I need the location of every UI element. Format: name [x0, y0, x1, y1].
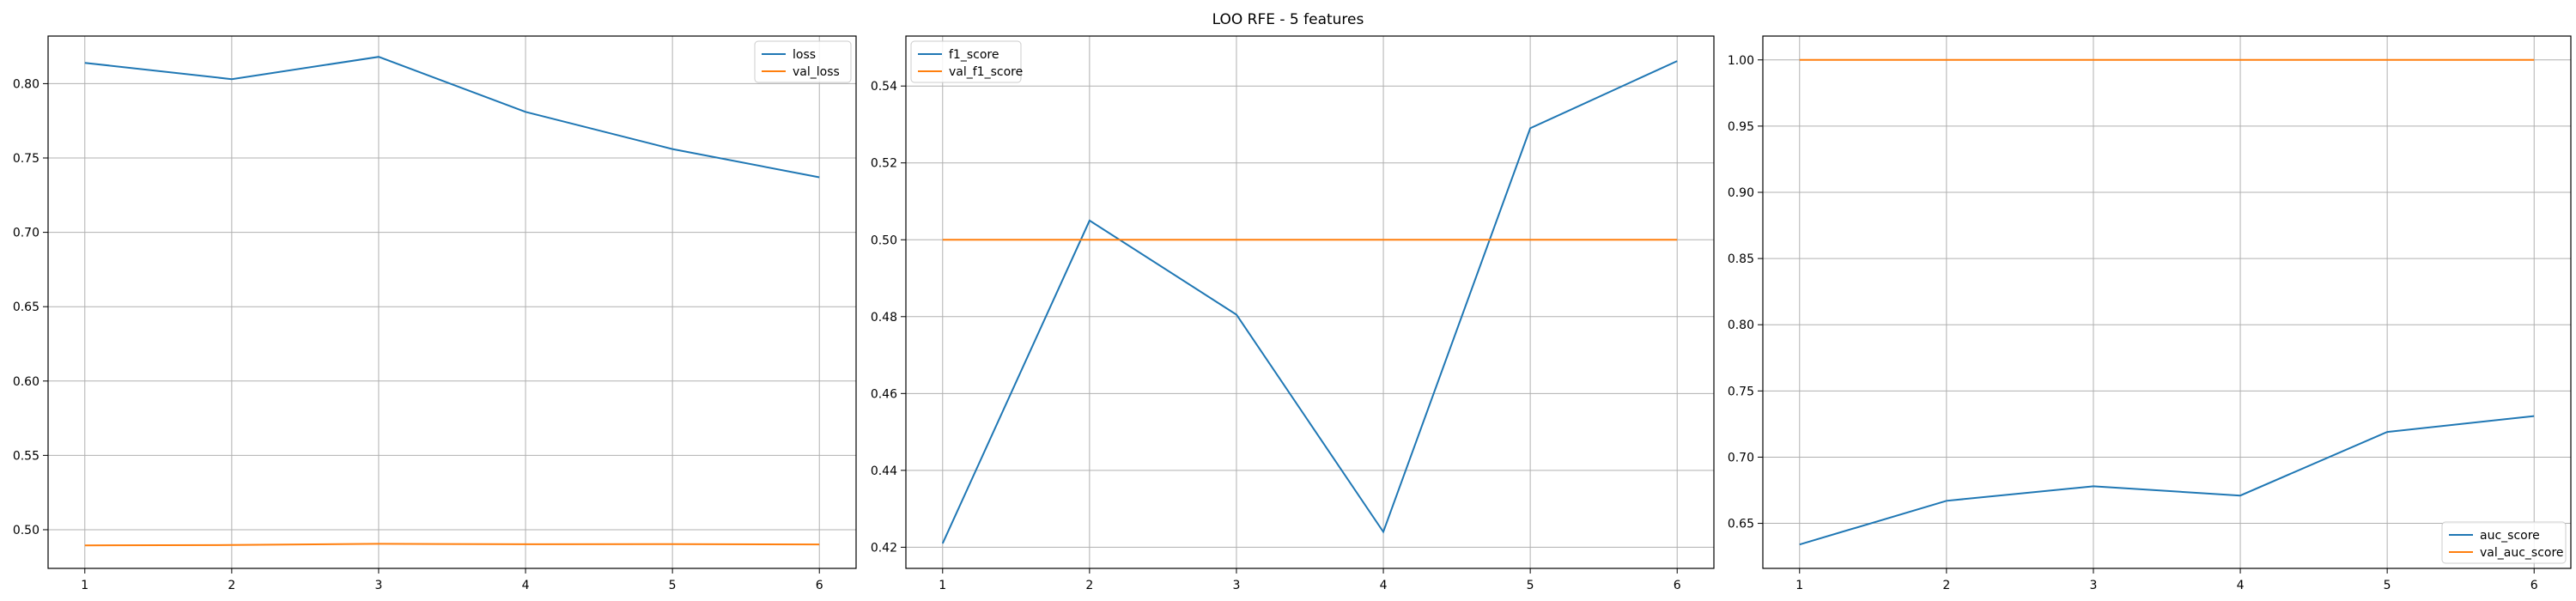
- x-tick-label: 3: [374, 579, 382, 592]
- x-tick-label: 1: [1795, 579, 1803, 592]
- legend-label: val_loss: [793, 65, 840, 79]
- y-tick-label: 0.85: [1728, 252, 1754, 266]
- series-line-f1_score: [941, 60, 1678, 544]
- x-tick-label: 3: [2089, 579, 2097, 592]
- y-tick-label: 0.80: [1728, 319, 1754, 332]
- y-tick-label: 0.75: [1728, 385, 1754, 398]
- x-tick-label: 1: [939, 579, 946, 592]
- grid: [906, 36, 1714, 568]
- y-tick-label: 0.48: [871, 311, 897, 325]
- legend-label: loss: [793, 48, 816, 62]
- x-tick-label: 5: [1527, 579, 1534, 592]
- x-tick-label: 2: [228, 579, 235, 592]
- x-tick-label: 5: [2384, 579, 2391, 592]
- subplot-3: 1 2 3 4 5 6 0.65 0.70 0.75 0.80 0.85 0.90 0.95 1.00 au…: [1728, 35, 2572, 592]
- series-line-auc_score: [1799, 415, 2535, 546]
- axes-frame: [47, 35, 857, 569]
- y-tick-label: 0.60: [13, 375, 39, 389]
- y-tick-label: 0.50: [871, 234, 897, 247]
- legend-label: auc_score: [2480, 529, 2540, 543]
- y-tick-label: 0.65: [1728, 518, 1754, 531]
- x-tick-label: 5: [669, 579, 677, 592]
- x-tick-label: 4: [522, 579, 530, 592]
- x-tick-label: 1: [81, 579, 88, 592]
- y-tick-label: 0.95: [1728, 120, 1754, 134]
- y-tick-label: 0.65: [13, 300, 39, 314]
- subplots: 1 2 3 4 5 6 0.50 0.55 0.60 0.65 0.70 0.75 0.80 loss va…: [13, 35, 2572, 592]
- y-tick-label: 0.80: [13, 77, 39, 91]
- y-tick-label: 0.50: [13, 524, 39, 537]
- subplot-2: 1 2 3 4 5 6 0.42 0.44 0.46 0.48 0.50 0.52 0.54 f1_sco…: [871, 35, 1715, 592]
- y-tick-label: 0.44: [871, 464, 897, 478]
- figure-title: LOO RFE - 5 features: [1212, 11, 1364, 28]
- axes-frame: [905, 35, 1715, 569]
- legend-label: val_f1_score: [949, 65, 1023, 79]
- x-tick-label: 2: [1085, 579, 1093, 592]
- x-tick-label: 4: [2237, 579, 2245, 592]
- series-line-val_loss: [84, 543, 820, 547]
- axes-frame: [1762, 35, 2572, 569]
- x-tick-label: 2: [1942, 579, 1950, 592]
- y-tick-label: 0.70: [1728, 451, 1754, 464]
- x-tick-label: 6: [2530, 579, 2538, 592]
- legend-label: f1_score: [949, 48, 999, 62]
- subplot-1: 1 2 3 4 5 6 0.50 0.55 0.60 0.65 0.70 0.75 0.80 loss va…: [13, 35, 857, 592]
- x-tick-label: 6: [816, 579, 823, 592]
- x-tick-label: 4: [1380, 579, 1388, 592]
- y-tick-label: 0.90: [1728, 186, 1754, 200]
- series-line-loss: [84, 56, 820, 179]
- x-tick-label: 6: [1674, 579, 1681, 592]
- x-tick-label: 3: [1232, 579, 1240, 592]
- legend: loss val_loss: [754, 40, 852, 83]
- y-tick-label: 0.46: [871, 387, 897, 401]
- y-tick-label: 0.70: [13, 227, 39, 240]
- y-tick-label: 0.55: [13, 449, 39, 463]
- y-tick-label: 0.75: [13, 152, 39, 166]
- y-tick-label: 0.54: [871, 80, 897, 94]
- y-tick-label: 0.42: [871, 541, 897, 555]
- y-tick-label: 0.52: [871, 157, 897, 171]
- legend: auc_score val_auc_score: [2441, 521, 2567, 564]
- legend-label: val_auc_score: [2480, 546, 2564, 560]
- legend: f1_score val_f1_score: [910, 40, 1023, 83]
- y-tick-label: 1.00: [1728, 54, 1754, 68]
